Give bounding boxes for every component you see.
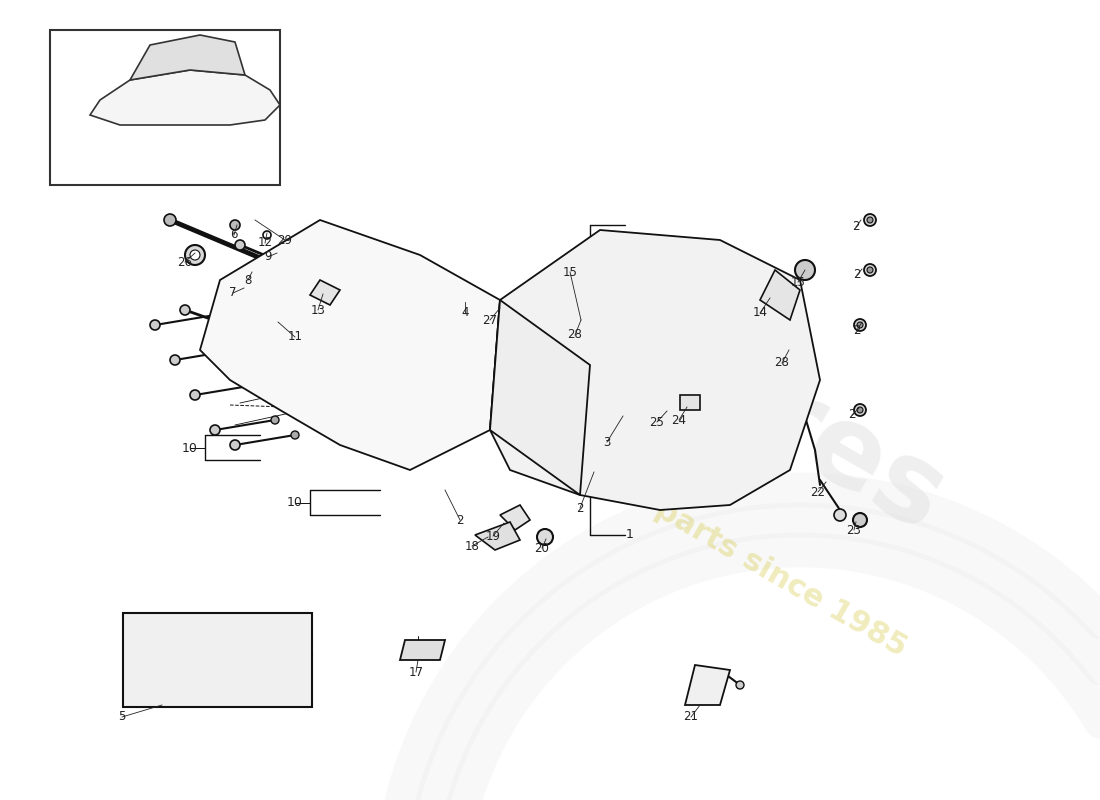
- Polygon shape: [130, 35, 245, 80]
- Text: 15: 15: [791, 275, 805, 289]
- Text: 25: 25: [650, 415, 664, 429]
- Text: 15: 15: [562, 266, 578, 278]
- Text: 2: 2: [854, 269, 860, 282]
- Circle shape: [231, 346, 239, 354]
- Text: 5: 5: [119, 710, 125, 723]
- Circle shape: [82, 123, 97, 137]
- Polygon shape: [400, 640, 446, 660]
- Text: 7: 7: [229, 286, 236, 299]
- Circle shape: [867, 217, 873, 223]
- Circle shape: [292, 431, 299, 439]
- Text: 24: 24: [671, 414, 686, 426]
- Text: 2: 2: [848, 409, 856, 422]
- Text: 28: 28: [568, 329, 582, 342]
- Circle shape: [150, 320, 160, 330]
- Ellipse shape: [645, 327, 715, 382]
- Text: 12: 12: [257, 237, 273, 250]
- Circle shape: [537, 529, 553, 545]
- Text: 10: 10: [287, 497, 303, 510]
- Text: 2: 2: [456, 514, 464, 526]
- Circle shape: [243, 68, 257, 82]
- Circle shape: [573, 310, 593, 330]
- Polygon shape: [475, 522, 520, 550]
- Circle shape: [854, 404, 866, 416]
- Circle shape: [170, 355, 180, 365]
- Circle shape: [780, 340, 800, 360]
- Circle shape: [76, 116, 104, 144]
- Circle shape: [82, 68, 97, 82]
- Text: 29: 29: [277, 234, 293, 246]
- Text: 8: 8: [244, 274, 252, 286]
- Polygon shape: [90, 70, 280, 125]
- Circle shape: [864, 214, 876, 226]
- Text: 10: 10: [183, 442, 198, 454]
- Polygon shape: [500, 505, 530, 530]
- Bar: [680, 395, 700, 410]
- Circle shape: [493, 303, 507, 317]
- Polygon shape: [310, 280, 340, 305]
- Circle shape: [867, 267, 873, 273]
- Text: 17: 17: [408, 666, 424, 678]
- Circle shape: [236, 61, 264, 89]
- Circle shape: [185, 245, 205, 265]
- Circle shape: [795, 260, 815, 280]
- Text: 11: 11: [287, 330, 303, 343]
- Text: 2: 2: [852, 221, 860, 234]
- Circle shape: [834, 509, 846, 521]
- Text: 4: 4: [461, 306, 469, 319]
- Circle shape: [864, 264, 876, 276]
- Text: 6: 6: [230, 229, 238, 242]
- Circle shape: [190, 390, 200, 400]
- Circle shape: [736, 681, 744, 689]
- Text: 27: 27: [483, 314, 497, 326]
- Text: 20: 20: [535, 542, 549, 554]
- Circle shape: [243, 123, 257, 137]
- Ellipse shape: [605, 262, 675, 318]
- Circle shape: [210, 425, 220, 435]
- Text: 18: 18: [464, 539, 480, 553]
- Circle shape: [190, 250, 200, 260]
- Text: 3: 3: [603, 435, 611, 449]
- Text: 22: 22: [811, 486, 825, 498]
- Circle shape: [235, 240, 245, 250]
- Text: 14: 14: [752, 306, 768, 319]
- Text: 9: 9: [264, 250, 272, 263]
- Text: 28: 28: [774, 357, 790, 370]
- Ellipse shape: [645, 278, 715, 333]
- Text: 13: 13: [310, 303, 326, 317]
- Circle shape: [230, 440, 240, 450]
- Polygon shape: [490, 230, 820, 510]
- Polygon shape: [685, 665, 730, 705]
- Text: 21: 21: [683, 710, 698, 723]
- Text: 1: 1: [626, 529, 634, 542]
- FancyBboxPatch shape: [123, 613, 312, 707]
- Circle shape: [236, 116, 264, 144]
- Circle shape: [180, 305, 190, 315]
- FancyBboxPatch shape: [50, 30, 280, 185]
- Circle shape: [664, 408, 672, 416]
- Circle shape: [76, 61, 104, 89]
- Circle shape: [624, 402, 640, 418]
- Circle shape: [251, 381, 258, 389]
- Circle shape: [355, 295, 365, 305]
- Text: a passion for parts since 1985: a passion for parts since 1985: [448, 378, 912, 662]
- Circle shape: [230, 220, 240, 230]
- Ellipse shape: [605, 313, 675, 367]
- Polygon shape: [490, 300, 590, 495]
- Circle shape: [211, 311, 219, 319]
- Circle shape: [271, 416, 279, 424]
- Circle shape: [857, 322, 864, 328]
- Circle shape: [854, 319, 866, 331]
- Text: 19: 19: [485, 530, 501, 542]
- Text: 2: 2: [576, 502, 584, 514]
- Circle shape: [857, 407, 864, 413]
- Circle shape: [852, 513, 867, 527]
- Circle shape: [164, 214, 176, 226]
- Text: 23: 23: [847, 523, 861, 537]
- Polygon shape: [200, 220, 500, 470]
- Text: 2: 2: [854, 323, 860, 337]
- Text: euPres: euPres: [536, 246, 964, 554]
- Text: 26: 26: [177, 255, 192, 269]
- Polygon shape: [760, 270, 800, 320]
